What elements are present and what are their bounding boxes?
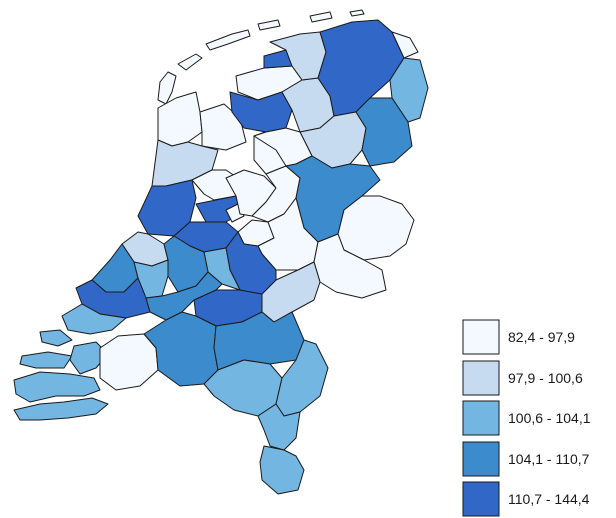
region-zeeland-island-3[interactable] — [69, 341, 109, 375]
legend-label: 82,4 - 97,9 — [508, 329, 575, 345]
legend-item: 110,7 - 144,4 — [462, 481, 590, 517]
legend-item: 104,1 - 110,7 — [462, 441, 590, 477]
legend-swatch — [462, 360, 500, 396]
region-zuidoost-drenthe[interactable] — [355, 97, 413, 167]
map-regions — [13, 9, 429, 495]
legend-item: 97,9 - 100,6 — [462, 360, 583, 396]
legend-swatch — [462, 441, 500, 477]
region-terschelling[interactable] — [205, 29, 251, 51]
region-eemsmond[interactable] — [391, 31, 419, 59]
region-noord-limburg[interactable] — [275, 339, 329, 417]
legend-swatch — [462, 400, 500, 436]
legend-label: 104,1 - 110,7 — [508, 451, 590, 467]
region-walcheren[interactable] — [13, 371, 101, 403]
region-schiermonnikoog[interactable] — [309, 11, 333, 23]
legend-item: 100,6 - 104,1 — [462, 400, 591, 436]
legend-label: 97,9 - 100,6 — [508, 370, 583, 386]
region-zeeland-island-1[interactable] — [39, 329, 73, 347]
region-texel[interactable] — [157, 71, 177, 105]
region-midden-limburg[interactable] — [257, 403, 301, 451]
region-overig-zeeland-north[interactable] — [61, 303, 127, 335]
map-legend: 82,4 - 97,9 97,9 - 100,6 100,6 - 104,1 1… — [462, 319, 591, 517]
region-zeeland-island-2[interactable] — [19, 351, 73, 369]
region-twente[interactable] — [337, 195, 415, 261]
legend-swatch — [462, 319, 500, 355]
legend-item: 82,4 - 97,9 — [462, 319, 575, 355]
legend-label: 110,7 - 144,4 — [508, 491, 590, 507]
region-rottumeroog[interactable] — [349, 9, 365, 17]
region-zeeuws-vlaanderen[interactable] — [13, 397, 109, 421]
region-ameland[interactable] — [257, 19, 281, 31]
region-achterhoek[interactable] — [313, 233, 387, 299]
region-west-noord-brabant[interactable] — [99, 333, 159, 391]
region-zuid-limburg[interactable] — [259, 445, 305, 495]
legend-swatch — [462, 481, 500, 517]
region-vlieland[interactable] — [177, 53, 203, 71]
legend-label: 100,6 - 104,1 — [508, 410, 591, 426]
